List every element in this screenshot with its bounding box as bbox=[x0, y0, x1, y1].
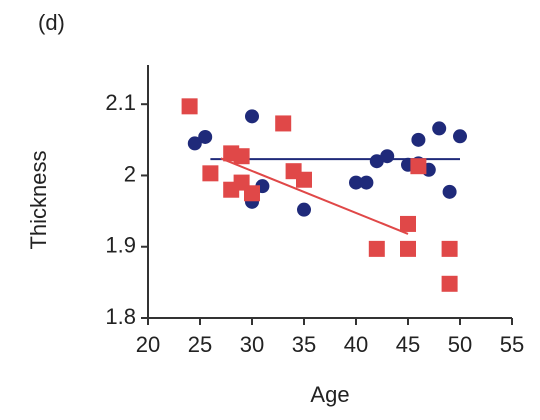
point bbox=[400, 240, 416, 257]
point bbox=[245, 109, 259, 124]
point bbox=[187, 136, 202, 151]
point bbox=[244, 185, 260, 202]
x-tick-label: 35 bbox=[292, 332, 316, 357]
y-axis-label: Thickness bbox=[26, 150, 51, 249]
panel-label: (d) bbox=[38, 10, 65, 35]
point bbox=[233, 148, 250, 165]
point bbox=[296, 171, 312, 188]
point bbox=[349, 175, 363, 190]
x-tick-label: 40 bbox=[344, 332, 368, 357]
x-tick-label: 55 bbox=[500, 332, 524, 357]
point bbox=[181, 98, 198, 115]
y-tick-label: 1.9 bbox=[105, 233, 136, 258]
y-tick-label: 2.1 bbox=[105, 90, 136, 115]
point bbox=[202, 165, 219, 182]
point bbox=[441, 275, 458, 292]
point bbox=[441, 240, 458, 257]
point bbox=[411, 132, 426, 147]
point bbox=[380, 149, 395, 164]
y-tick-label: 1.8 bbox=[105, 304, 136, 329]
point bbox=[432, 121, 447, 136]
point bbox=[453, 129, 467, 144]
point bbox=[369, 154, 384, 169]
point bbox=[368, 240, 385, 257]
point bbox=[442, 184, 457, 199]
point bbox=[297, 202, 311, 217]
x-tick-label: 45 bbox=[396, 332, 420, 357]
x-tick-label: 25 bbox=[188, 332, 212, 357]
point bbox=[198, 129, 213, 144]
point bbox=[410, 158, 427, 175]
x-axis-label: Age bbox=[310, 382, 349, 407]
x-tick-label: 30 bbox=[240, 332, 264, 357]
x-tick-label: 50 bbox=[448, 332, 472, 357]
y-tick-label: 2 bbox=[124, 161, 136, 186]
point bbox=[275, 115, 292, 132]
point bbox=[359, 175, 374, 190]
fit-line bbox=[220, 157, 409, 235]
point bbox=[400, 215, 416, 232]
x-tick-label: 20 bbox=[136, 332, 160, 357]
